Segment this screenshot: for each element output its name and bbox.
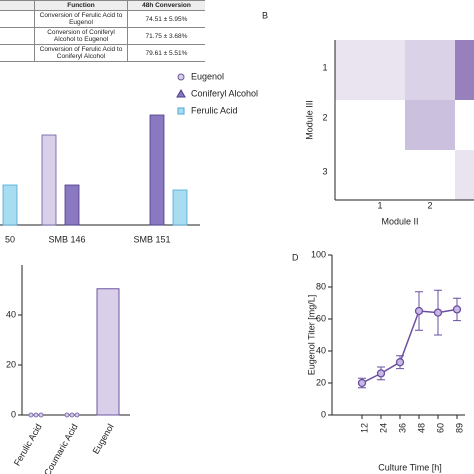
legend-label: Ferulic Acid [191,105,238,115]
cell: Conversion of Ferulic Acid to Eugenol [34,10,128,28]
table-row: Conversion of Coniferyl Alcohol to Eugen… [0,27,205,45]
heat-cell [335,40,405,100]
x-tick-label: Ferulic Acid [12,422,44,467]
point [433,308,443,317]
table: Function 48h Conversion Conversion of Fer… [0,0,205,62]
bar-point [64,412,70,418]
heat-cell [455,40,474,100]
x-axis-label: Culture Time [h] [378,462,442,472]
x-tick-label: 60 [435,423,445,433]
legend-marker [177,107,185,115]
x-tick-label: SMB 151 [133,234,170,244]
cell: 71.75 ± 3.68% [127,27,205,45]
x-tick-label: 12 [359,423,369,433]
point [452,305,462,314]
header-cell: Function [34,0,128,11]
bar-point [28,412,34,418]
bar-point [74,412,80,418]
x-tick-label: 2 [427,200,432,210]
legend-marker [177,73,185,81]
point [357,378,367,388]
y-tick-label: 60 [316,313,326,323]
y-axis-label: Module III [304,100,314,140]
bar [2,184,18,226]
panel-label: D [292,252,299,262]
legend-label: Eugenol [191,71,224,81]
cell: 79.61 ± 5.51% [127,44,205,62]
bar-point [69,412,75,418]
table-row: Conversion of Ferulic Acid to Coniferyl … [0,44,205,62]
x-tick-label: 50 [5,234,15,244]
x-tick-label: 24 [378,423,388,433]
x-tick-label: Coumaric Acid [42,422,80,474]
panel-label: B [262,10,268,20]
y-tick-label: 40 [6,309,16,319]
point [414,306,424,316]
y-tick-label: 1 [322,62,327,72]
x-tick-label: 48 [416,423,426,433]
cell: Conversion of Coniferyl Alcohol to Eugen… [34,27,128,45]
bar [149,114,165,226]
bar-point [38,412,44,418]
y-tick-label: 20 [316,377,326,387]
cell: 74.51 ± 5.95% [127,10,205,28]
x-axis-label: Module II [381,216,418,226]
heat-cell [455,100,474,150]
bar [96,288,120,416]
x-tick-label: 89 [454,423,464,433]
x-tick-label: 36 [397,423,407,433]
y-tick-label: 80 [316,281,326,291]
y-tick-label: 40 [316,345,326,355]
x-tick-label: 1 [377,200,382,210]
y-tick-label: 2 [322,112,327,122]
heat-cell [335,100,405,150]
heat-cell [405,40,455,100]
x-tick-label: SMB 146 [48,234,85,244]
point [395,358,405,367]
bar [172,189,188,226]
y-tick-label: 0 [321,409,326,419]
header-cell: 48h Conversion [127,0,205,11]
heat-cell [455,150,474,200]
heat-cell [335,150,405,200]
line [361,308,458,384]
heat-cell [405,150,455,200]
cell: Conversion of Ferulic Acid to Coniferyl … [34,44,128,62]
y-tick-label: 3 [322,166,327,176]
table-row: Conversion of Ferulic Acid to Eugenol 74.… [0,10,205,28]
legend-label: Coniferyl Alcohol [191,88,258,98]
x-tick-label: Eugenol [91,422,116,456]
point [376,369,386,378]
bar [41,134,57,226]
heat-cell [405,100,455,150]
bar-point [33,412,39,418]
y-axis-label: Eugenol Titer [mg/L] [306,295,316,376]
legend-marker [176,88,186,98]
y-tick-label: 20 [6,359,16,369]
bar [64,184,80,226]
table-header: Function 48h Conversion [0,0,205,11]
y-tick-label: 0 [11,409,16,419]
y-tick-label: 100 [311,249,326,259]
